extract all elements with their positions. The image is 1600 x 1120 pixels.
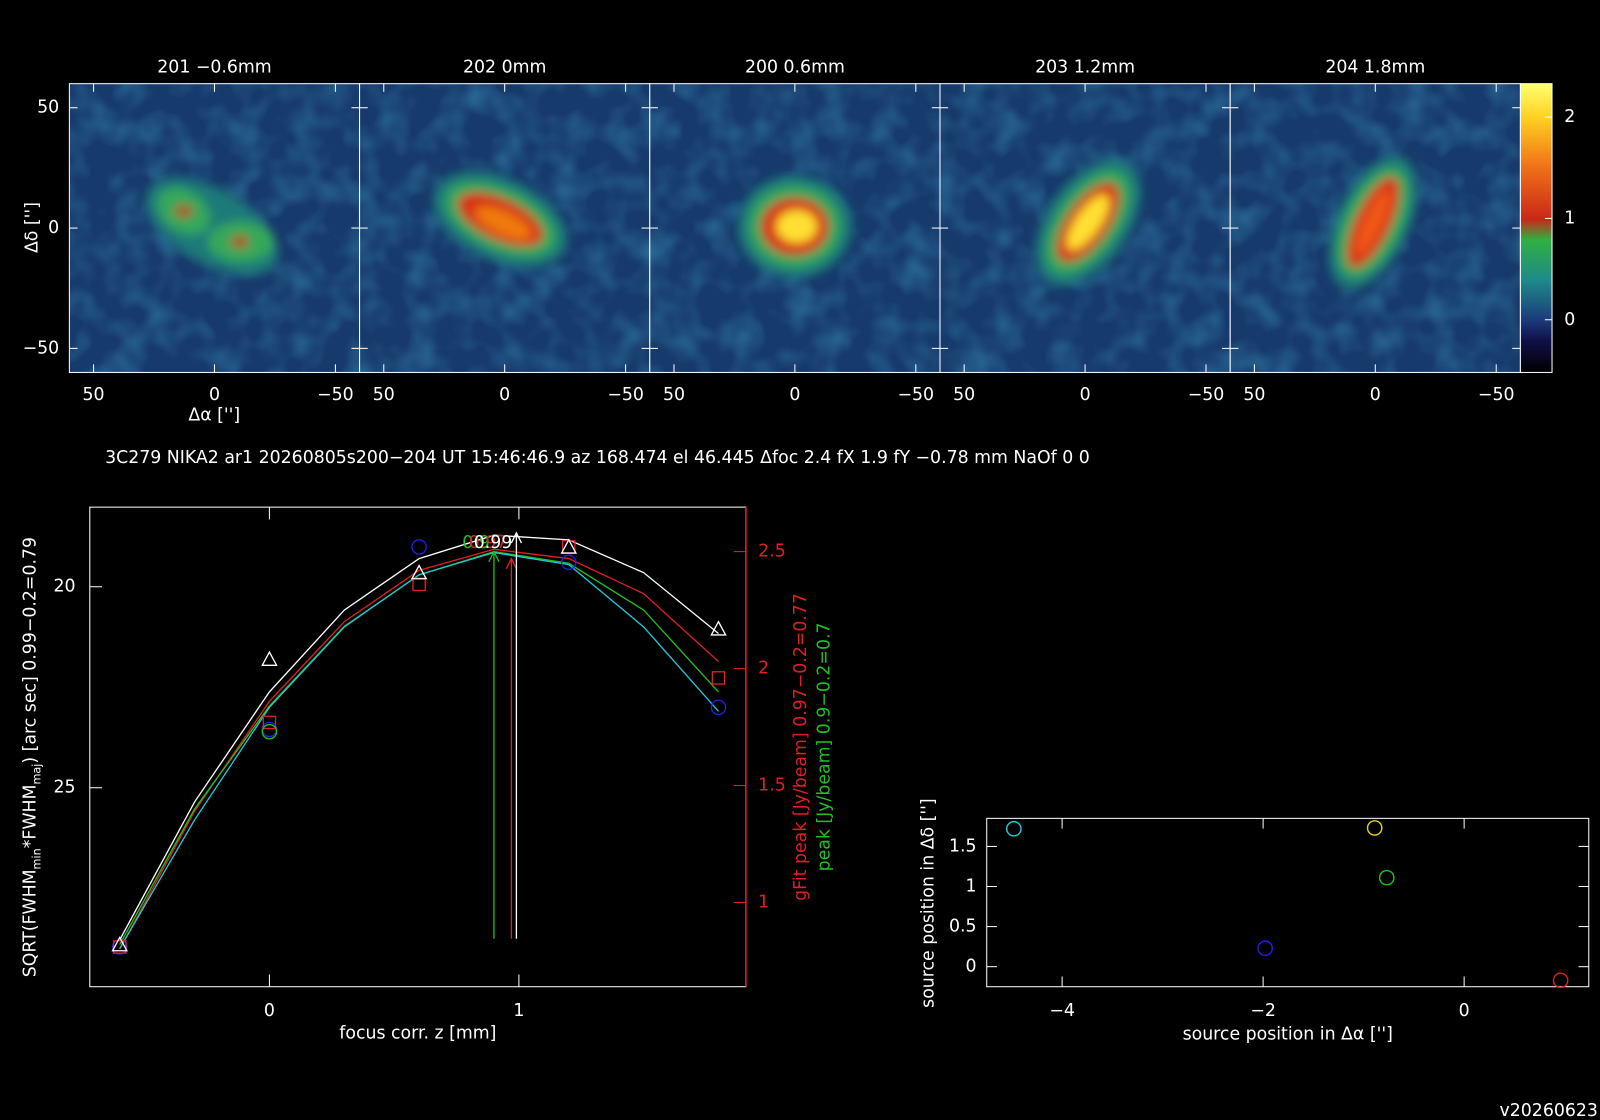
- x-tick-label: 0: [209, 385, 220, 405]
- y2-axis-title: gFit peak [Jy/beam] 0.97−0.2=0.77: [791, 593, 811, 901]
- marker: [410, 564, 428, 580]
- x-tick-label: −50: [1478, 385, 1515, 405]
- y-tick-label: −50: [23, 338, 60, 358]
- y-tick-label: 0: [965, 957, 976, 977]
- colorbar-tick-label: 0: [1564, 310, 1575, 330]
- x-tick-label: 50: [373, 385, 395, 405]
- fit-curve: [119, 550, 719, 945]
- x-tick-label: 50: [953, 385, 975, 405]
- x-axis-title: focus corr. z [mm]: [339, 1024, 496, 1044]
- x-tick-label: −50: [607, 385, 644, 405]
- y-tick-label: 1: [965, 877, 976, 897]
- panel-title: 203 1.2mm: [1035, 57, 1135, 77]
- x-tick-label: −50: [898, 385, 935, 405]
- point: [1006, 820, 1022, 837]
- arrow-label: 0.99: [474, 533, 513, 553]
- fit-curve: [119, 551, 719, 949]
- marker: [711, 671, 726, 685]
- x-axis-title: Δα ['']: [188, 405, 240, 425]
- y-axis-title-part: min: [30, 848, 43, 869]
- y-axis-title: SQRT(FWHMmin*FWHMmaj) [arc sec] 0.99−0.2…: [21, 537, 44, 977]
- marker: [111, 936, 128, 952]
- colorbar-tick-label: 1: [1564, 208, 1575, 228]
- marker: [411, 539, 427, 555]
- header: 3C279 NIKA2 ar1 20260805s200−204 UT 15:4…: [105, 448, 1090, 468]
- point: [1552, 972, 1569, 989]
- marker: [710, 699, 727, 716]
- arrow-label: 0.97: [469, 533, 508, 553]
- marker: [112, 940, 127, 954]
- x-tick-label: 0: [1370, 385, 1381, 405]
- colorbar: [1519, 83, 1553, 373]
- arrow-head: [505, 557, 518, 570]
- colorbar-tick-label: 2: [1564, 107, 1575, 127]
- y-tick-label: 0.5: [949, 917, 977, 937]
- y-axis-title-part: *FWHM: [21, 785, 41, 849]
- fit-curve: [119, 534, 719, 941]
- marker: [261, 723, 278, 740]
- marker: [111, 939, 128, 955]
- x-tick-label: 1: [513, 1001, 524, 1021]
- x-tick-label: 0: [1459, 1001, 1470, 1021]
- marker: [412, 577, 426, 592]
- y-axis-title-part: SQRT(FWHM: [21, 869, 41, 977]
- arrow-head: [510, 531, 523, 544]
- y-tick-label: 20: [53, 577, 75, 597]
- y2-axis-title: peak [Jy/beam] 0.9−0.2=0.7: [814, 622, 834, 871]
- y-tick-label: 0: [48, 218, 59, 238]
- x-tick-label: −50: [317, 385, 354, 405]
- y-tick-label: 25: [53, 778, 75, 798]
- y-axis-title-part: maj: [30, 764, 43, 785]
- y2-tick-label: 1.5: [758, 776, 786, 796]
- marker: [261, 650, 278, 666]
- marker: [710, 620, 727, 636]
- y2-tick-label: 2: [758, 659, 769, 679]
- y2-tick-label: 2.5: [758, 542, 786, 562]
- arrow-label: 0.9: [462, 533, 490, 553]
- canvas: 3C279 NIKA2 ar1 20260805s200−204 UT 15:4…: [21, 57, 1598, 1120]
- point: [1378, 869, 1395, 886]
- x-tick-label: −2: [1250, 1001, 1276, 1021]
- point: [1257, 940, 1273, 957]
- y-axis-title: source position in Δδ ['']: [919, 798, 939, 1008]
- marker: [560, 538, 578, 554]
- point: [1366, 820, 1383, 836]
- panel-title: 201 −0.6mm: [157, 57, 271, 77]
- marker: [262, 715, 277, 730]
- x-tick-label: 0: [789, 385, 800, 405]
- x-tick-label: 0: [499, 385, 510, 405]
- marker: [560, 554, 577, 571]
- y-axis-title: Δδ ['']: [23, 202, 43, 253]
- panel-title: 200 0.6mm: [745, 57, 845, 77]
- x-tick-label: −4: [1049, 1001, 1075, 1021]
- y-tick-label: 1.5: [949, 836, 977, 856]
- y-tick-label: 50: [37, 98, 59, 118]
- x-tick-label: 0: [264, 1001, 275, 1021]
- version: v20260623: [1499, 1101, 1597, 1120]
- panel-title: 204 1.8mm: [1325, 57, 1425, 77]
- plot-frame: [986, 817, 1590, 988]
- x-tick-label: 0: [1080, 385, 1091, 405]
- x-tick-label: 50: [1243, 385, 1265, 405]
- x-tick-label: 50: [83, 385, 105, 405]
- panel-title: 202 0mm: [463, 57, 546, 77]
- x-tick-label: −50: [1188, 385, 1225, 405]
- x-tick-label: 50: [663, 385, 685, 405]
- y-axis-title-part: ) [arc sec] 0.99−0.2=0.79: [21, 537, 41, 764]
- x-axis-title: source position in Δα ['']: [1183, 1025, 1393, 1045]
- arrow-head: [488, 550, 500, 563]
- y2-tick-label: 1: [758, 893, 769, 913]
- fit-curve: [119, 548, 719, 950]
- source-image: [738, 176, 852, 278]
